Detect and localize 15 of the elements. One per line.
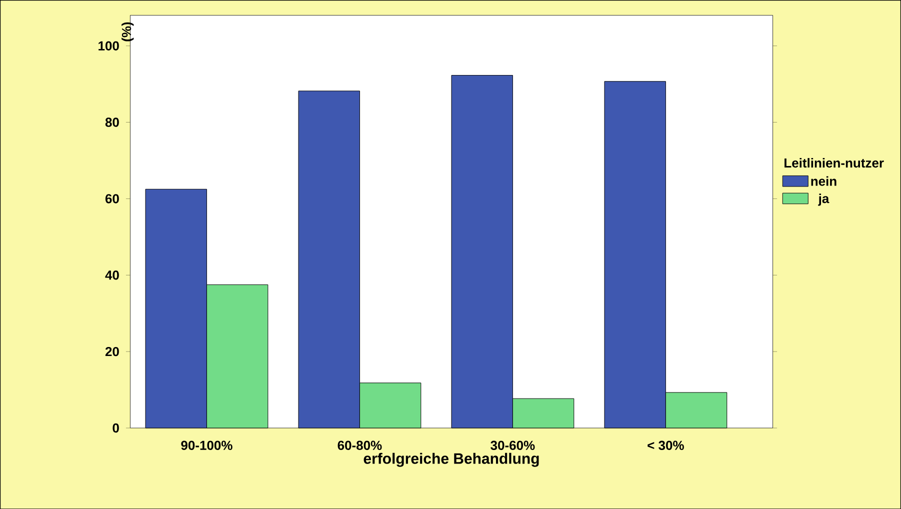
x-tick-label: 90-100%: [181, 440, 232, 450]
legend-label: nein: [811, 176, 836, 186]
legend-title: Leitlinien-nutzer: [784, 158, 884, 168]
x-tick-label: 60-80%: [338, 440, 382, 450]
y-tick-label: 0: [112, 423, 119, 432]
x-tick-label: 30-60%: [490, 440, 535, 450]
y-axis-title: (%): [122, 22, 134, 42]
x-axis-title: erfolgreiche Behandlung: [364, 452, 539, 467]
legend-label: ja: [818, 194, 830, 206]
y-tick-label: 60: [105, 194, 119, 204]
x-tick-label: < 30%: [648, 440, 684, 450]
y-tick-label: 80: [105, 118, 119, 127]
y-tick-label: 100: [98, 41, 119, 50]
y-tick-label: 40: [105, 270, 119, 280]
y-tick-label: 20: [105, 346, 119, 356]
